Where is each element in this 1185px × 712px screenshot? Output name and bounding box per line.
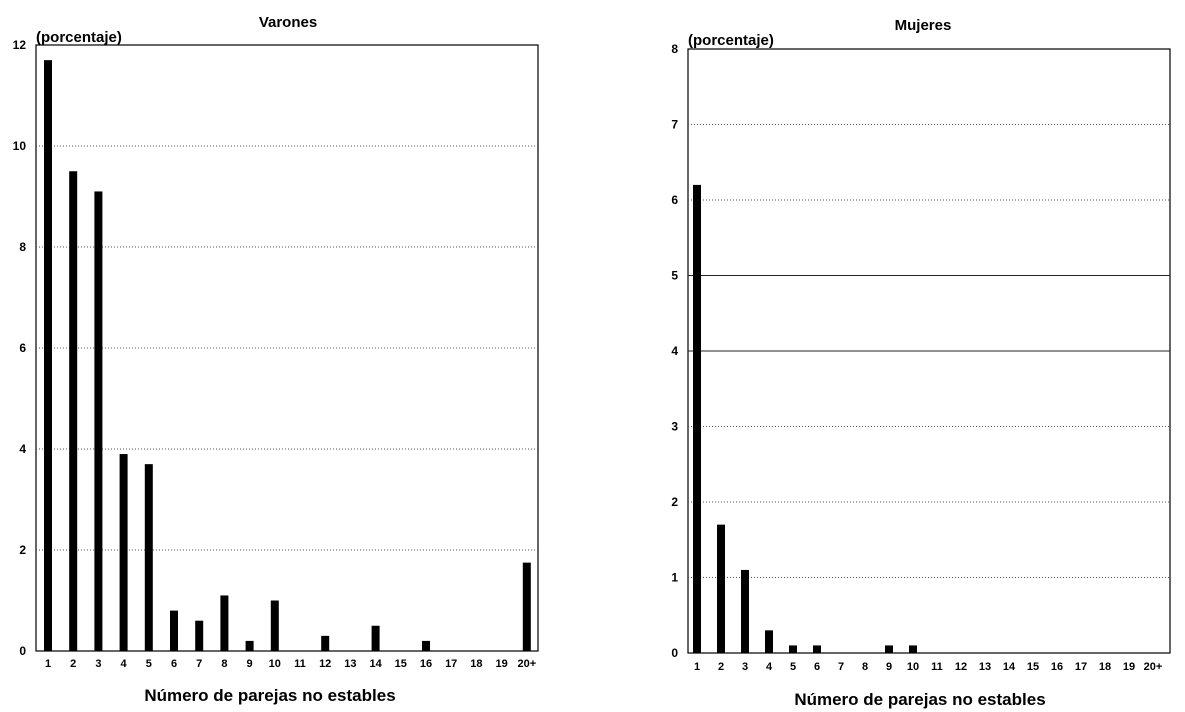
y-tick-label: 6: [19, 341, 26, 355]
bar: [909, 645, 917, 653]
bar: [245, 640, 254, 651]
bar: [170, 610, 178, 651]
x-tick-label: 19: [495, 658, 507, 670]
y-tick-label: 8: [671, 42, 678, 56]
x-tick-label: 15: [1027, 661, 1039, 673]
x-tick-label: 11: [931, 661, 943, 673]
x-tick-label: 9: [247, 658, 253, 670]
x-tick-label: 6: [171, 658, 177, 670]
y-tick-label: 2: [671, 495, 678, 509]
x-axis-label: Número de parejas no estables: [794, 690, 1045, 709]
x-axis-ticks: 1 2 3 4 5 6 7 8 9 10 11 12 13 14 15 16 17 18 19 20+: [45, 658, 536, 670]
bar: [741, 569, 749, 653]
bar: [69, 171, 78, 651]
x-tick-label: 3: [742, 661, 748, 673]
bars: [44, 60, 531, 651]
chart-mujeres: Mujeres (porcentaje) Número de parejas n…: [671, 17, 1171, 709]
x-tick-label: 2: [70, 658, 76, 670]
x-tick-label: 8: [862, 661, 868, 673]
bar: [144, 464, 153, 651]
bars: [693, 184, 917, 653]
bar: [321, 635, 330, 651]
bar: [813, 645, 821, 653]
bar: [717, 524, 725, 653]
y-axis-unit-label: (porcentaje): [688, 32, 774, 49]
gridlines: [688, 124, 1170, 578]
x-tick-label: 6: [814, 661, 820, 673]
x-tick-label: 13: [979, 661, 991, 673]
x-tick-label: 5: [790, 661, 796, 673]
bar: [522, 562, 531, 651]
x-tick-label: 7: [838, 661, 844, 673]
x-tick-label: 10: [269, 658, 281, 670]
bar: [765, 630, 773, 653]
y-tick-label: 12: [13, 38, 27, 52]
y-axis-ticks: 0 2 4 6 8 10 12: [13, 38, 27, 658]
bar: [119, 454, 128, 651]
x-tick-label: 19: [1123, 661, 1135, 673]
bar: [885, 645, 893, 653]
bar: [195, 620, 204, 651]
y-tick-label: 4: [19, 442, 26, 456]
y-tick-label: 7: [671, 118, 678, 132]
gridlines: [36, 145, 538, 551]
x-tick-label: 10: [907, 661, 919, 673]
y-axis-unit-label: (porcentaje): [36, 29, 122, 46]
bar: [789, 645, 797, 653]
x-tick-label: 16: [1051, 661, 1063, 673]
y-tick-label: 5: [671, 269, 678, 283]
x-tick-label: 12: [319, 658, 331, 670]
x-tick-label: 1: [45, 658, 51, 670]
x-tick-label: 14: [369, 658, 382, 670]
y-tick-label: 8: [19, 240, 26, 254]
y-tick-label: 4: [671, 344, 678, 358]
bar: [220, 595, 229, 651]
x-tick-label: 3: [95, 658, 101, 670]
x-axis-label: Número de parejas no estables: [144, 686, 395, 705]
x-axis-ticks: 1 2 3 4 5 6 7 8 9 10 11 12 13 14 15 16 17 18 19 20+: [694, 661, 1162, 673]
x-tick-label: 18: [1099, 661, 1111, 673]
x-tick-label: 9: [886, 661, 892, 673]
x-tick-label: 4: [766, 661, 773, 673]
x-tick-label: 16: [420, 658, 432, 670]
x-tick-label: 1: [694, 661, 700, 673]
y-tick-label: 0: [19, 644, 26, 658]
x-tick-label: 12: [955, 661, 967, 673]
chart-varones: Varones (porcentaje) Número de parejas n…: [13, 14, 539, 705]
x-tick-label: 18: [470, 658, 482, 670]
y-tick-label: 3: [671, 420, 678, 434]
y-axis-ticks: 0 1 2 3 4 5 6 7 8: [671, 42, 678, 660]
x-tick-label: 17: [1075, 661, 1087, 673]
x-tick-label: 7: [196, 658, 202, 670]
x-tick-label: 20+: [517, 658, 536, 670]
x-tick-label: 17: [445, 658, 457, 670]
bar: [270, 600, 279, 651]
y-tick-label: 1: [671, 571, 678, 585]
x-tick-label: 14: [1003, 661, 1016, 673]
x-tick-label: 20+: [1144, 661, 1163, 673]
x-tick-label: 4: [121, 658, 128, 670]
x-tick-label: 15: [395, 658, 407, 670]
bar: [94, 191, 103, 651]
chart-title: Varones: [259, 14, 317, 31]
chart-title: Mujeres: [895, 17, 952, 34]
x-tick-label: 13: [344, 658, 356, 670]
y-tick-label: 6: [671, 193, 678, 207]
bar: [44, 60, 52, 651]
bar: [693, 184, 701, 653]
x-tick-label: 2: [718, 661, 724, 673]
bar: [371, 625, 380, 651]
y-tick-label: 0: [671, 646, 678, 660]
x-tick-label: 5: [146, 658, 152, 670]
bar: [422, 640, 430, 651]
x-tick-label: 8: [221, 658, 227, 670]
y-tick-label: 2: [19, 543, 26, 557]
x-tick-label: 11: [294, 658, 306, 670]
y-tick-label: 10: [13, 139, 27, 153]
